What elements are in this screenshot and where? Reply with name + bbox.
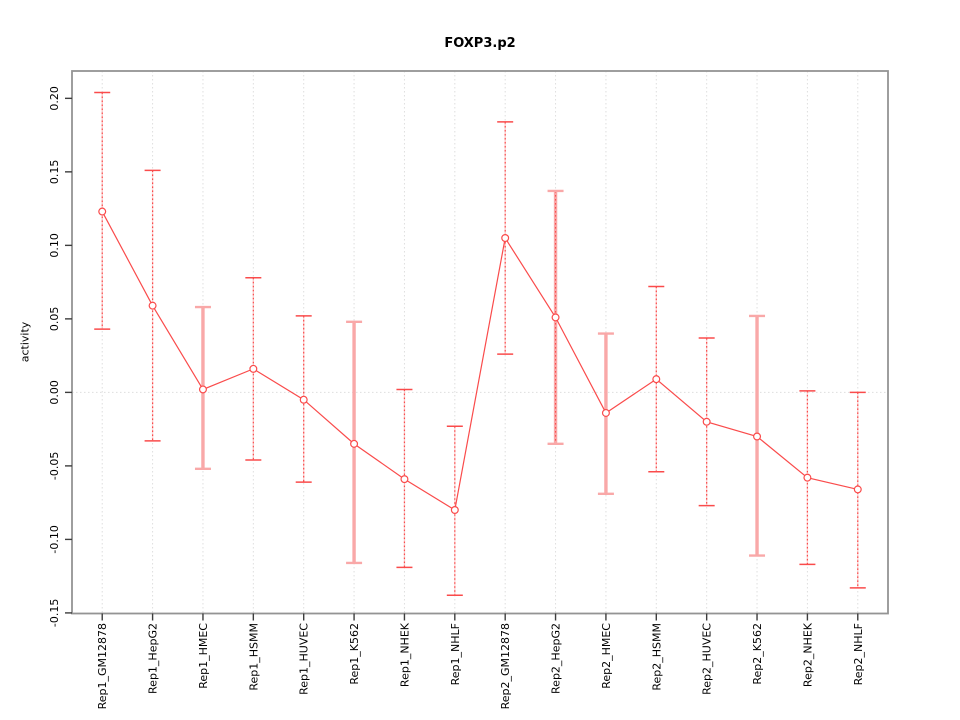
data-point: [652, 375, 661, 384]
x-tick-label: Rep1_NHEK: [398, 622, 411, 687]
plot-box: [71, 70, 889, 615]
y-tick-label: 0.10: [48, 233, 61, 258]
data-point: [702, 417, 711, 426]
x-tick-label: Rep2_K562: [751, 623, 764, 685]
x-tick-label: Rep2_HMEC: [600, 623, 613, 689]
data-point: [350, 439, 359, 448]
x-tick-label: Rep1_K562: [348, 623, 361, 685]
y-tick-label: -0.05: [48, 452, 61, 480]
y-tick-label: 0.05: [48, 307, 61, 332]
y-tick-label: 0.15: [48, 160, 61, 185]
x-tick-label: Rep1_GM12878: [96, 623, 109, 709]
data-point: [753, 432, 762, 441]
chart-title: FOXP3.p2: [444, 36, 516, 51]
x-tick-label: Rep2_GM12878: [499, 623, 512, 709]
x-tick-label: Rep2_NHEK: [801, 622, 814, 687]
data-point: [98, 207, 107, 216]
data-point: [400, 475, 409, 484]
x-tick-label: Rep1_HUVEC: [298, 623, 311, 695]
data-point: [803, 473, 812, 482]
x-tick-label: Rep2_HepG2: [550, 623, 563, 694]
data-point: [249, 364, 258, 373]
series-line: [101, 211, 858, 511]
x-tick-label: Rep1_HepG2: [147, 623, 160, 694]
data-point: [299, 395, 308, 404]
x-tick-label: Rep2_HUVEC: [701, 623, 714, 695]
data-point: [198, 385, 207, 394]
data-point: [551, 313, 560, 322]
y-tick-label: -0.15: [48, 599, 61, 627]
x-tick-label: Rep2_HSMM: [650, 623, 663, 691]
data-point: [501, 234, 510, 243]
data-point: [148, 301, 157, 310]
data-point: [601, 408, 610, 417]
y-tick-label: -0.10: [48, 525, 61, 553]
x-tick-label: Rep2_NHLF: [852, 623, 865, 685]
x-tick-label: Rep1_HMEC: [197, 623, 210, 689]
data-point: [853, 485, 862, 494]
y-tick-label: 0.00: [48, 380, 61, 405]
x-tick-label: Rep1_HSMM: [247, 623, 260, 691]
x-tick-label: Rep1_NHLF: [449, 623, 462, 685]
y-tick-label: 0.20: [48, 86, 61, 111]
data-point: [450, 505, 459, 514]
